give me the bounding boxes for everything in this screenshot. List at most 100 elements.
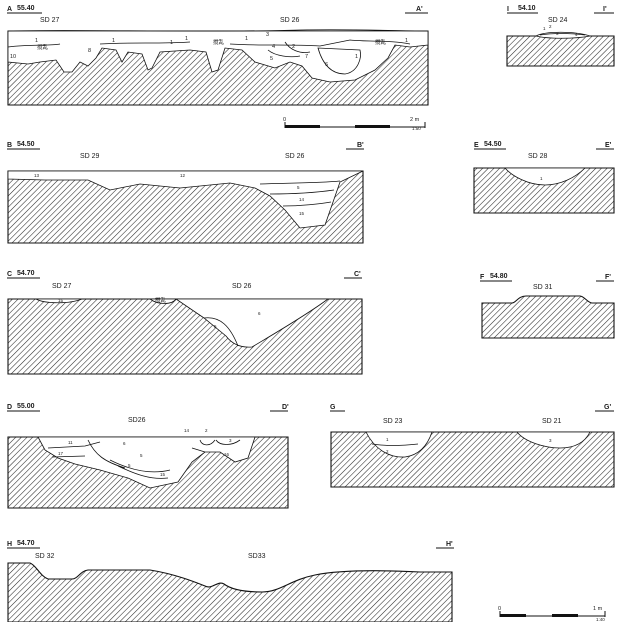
section-C-feature-1: SD 27 [52, 283, 72, 290]
section-A-feature-1: SD 27 [40, 17, 60, 24]
section-A-layer-label: 4 [272, 44, 275, 50]
section-A-layer-label: 2 [292, 44, 295, 50]
section-A-disturbance-label: 撹乱 [37, 43, 49, 51]
section-A-layer-label: 1 [245, 36, 248, 42]
section-A-layer-label: 1 [112, 38, 115, 44]
section-A-layer-label: 6 [325, 62, 328, 68]
section-C-layer-label: 15 [58, 298, 64, 303]
section-D-layer-label: 2 [205, 428, 208, 433]
section-I-ground [506, 35, 615, 67]
section-B-layer-label: 5 [297, 185, 300, 190]
section-D: D 55.00 D' SD26 11 17 6 5 5 15 14 2 3 16 [7, 403, 289, 509]
section-D-fill [37, 436, 256, 489]
section-G-end-label: G' [604, 404, 611, 411]
section-H-elevation: 54.70 [17, 540, 35, 547]
section-F-end-label: F' [605, 274, 611, 281]
section-F-ground [481, 295, 615, 339]
section-I-layer-line [539, 33, 586, 36]
section-I-layer-label: 4 [575, 32, 578, 37]
section-A-layer-label: 1 [355, 54, 358, 60]
scale-bar-ratio: 1:50 [412, 126, 421, 131]
section-B-feature-1: SD 29 [80, 153, 100, 160]
section-C-fill [34, 298, 330, 348]
section-A-start-label: A [7, 6, 12, 13]
section-D-layer-label: 16 [224, 452, 230, 457]
section-C-end-label: C' [354, 271, 361, 278]
section-A-layer-label: 3 [266, 32, 269, 38]
section-E: E 54.50 E' SD 28 1 [473, 141, 615, 214]
section-D-layer-label: 11 [68, 440, 73, 445]
section-G-layer-label: 3 [549, 438, 552, 443]
section-E-start-label: E [474, 142, 479, 149]
section-F-feature: SD 31 [533, 284, 553, 291]
section-D-layer-label: 17 [58, 451, 64, 456]
scale-bar-segment [500, 614, 526, 617]
section-B-layer-label: 15 [299, 211, 305, 216]
section-H-feature-2: SD33 [248, 553, 266, 560]
section-F: F 54.80 F' SD 31 [480, 273, 615, 339]
section-B: B 54.50 B' SD 29 SD 26 13 12 5 14 15 [7, 141, 364, 244]
section-D-layer-label: 3 [229, 438, 232, 443]
section-G-layer-line [371, 443, 419, 446]
scale-bar-ratio: 1:40 [596, 617, 605, 622]
scale-bar-segment [355, 125, 390, 128]
section-A-layer-label: 8 [88, 48, 91, 54]
section-A-layer-label: 1 [35, 38, 38, 44]
section-C-layer-label: 5 [214, 324, 217, 329]
section-D-end-label: D' [282, 404, 289, 411]
section-A-elevation: 55.40 [17, 5, 35, 12]
section-B-fill [7, 170, 364, 229]
section-H-ground [7, 562, 453, 622]
section-A-disturbance-label: 撹乱 [213, 38, 225, 46]
section-E-fill [504, 167, 586, 186]
section-E-elevation: 54.50 [484, 141, 502, 148]
section-I-layer-label: 1 [543, 26, 546, 31]
section-E-end-label: E' [605, 142, 612, 149]
section-A-feature-2: SD 26 [280, 17, 300, 24]
section-G-layer-label: 2 [386, 449, 389, 454]
scale-bar-length: 1 m [593, 606, 603, 612]
section-C-feature-2: SD 26 [232, 283, 252, 290]
section-I-elevation: 54.10 [518, 5, 536, 12]
section-E-feature: SD 28 [528, 153, 548, 160]
section-G-feature-2: SD 21 [542, 418, 562, 425]
section-G: G G' SD 23 SD 21 1 2 3 [330, 404, 615, 488]
scale-bar-2m: 0 2 m 1:50 [283, 117, 426, 131]
scale-bar-zero: 0 [498, 606, 501, 612]
section-C-elevation: 54.70 [17, 270, 35, 277]
section-G-layer-label: 1 [386, 437, 389, 442]
section-A-surface [7, 29, 429, 32]
section-A-layer-label: 5 [270, 56, 273, 62]
section-I-layer-label: 3 [556, 31, 559, 36]
section-B-layer-label: 14 [299, 197, 305, 202]
section-D-layer-label: 5 [140, 453, 143, 458]
section-D-feature: SD26 [128, 417, 146, 424]
section-I-layer-label: 2 [549, 24, 552, 29]
section-F-start-label: F [480, 274, 485, 281]
section-H-start-label: H [7, 541, 12, 548]
section-B-elevation: 54.50 [17, 141, 35, 148]
section-B-start-label: B [7, 142, 12, 149]
section-D-elevation: 55.00 [17, 403, 35, 410]
section-C-disturbance-label: 撹乱 [155, 296, 167, 304]
section-B-layer-line [259, 180, 341, 207]
scale-bar-zero: 0 [283, 117, 286, 123]
section-E-layer-label: 1 [540, 176, 543, 181]
section-D-layer-label: 15 [160, 472, 166, 477]
section-I-start-label: I [507, 6, 509, 13]
section-D-start-label: D [7, 404, 12, 411]
section-D-layer-label: 6 [123, 441, 126, 446]
section-C-start-label: C [7, 271, 12, 278]
section-C-layer-line [203, 317, 239, 347]
section-D-layer-label: 5 [128, 463, 131, 468]
section-B-layer-label: 13 [34, 173, 40, 178]
section-A-layer-label: 1 [405, 38, 408, 44]
section-A-pit-outline-2 [267, 41, 311, 58]
scale-bar-segment [285, 125, 320, 128]
section-H: H 54.70 H' SD 32 SD33 [7, 540, 454, 622]
section-A-layer-label: 1 [185, 36, 188, 42]
section-A-layer-label: 1 [170, 40, 173, 46]
section-G-feature-1: SD 23 [383, 418, 403, 425]
section-I: I 54.10 I' SD 24 1 2 3 4 [506, 5, 615, 67]
